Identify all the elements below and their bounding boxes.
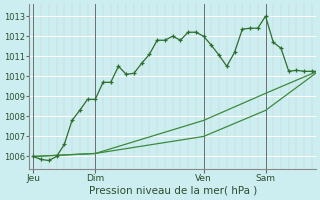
X-axis label: Pression niveau de la mer( hPa ): Pression niveau de la mer( hPa ) bbox=[89, 186, 257, 196]
